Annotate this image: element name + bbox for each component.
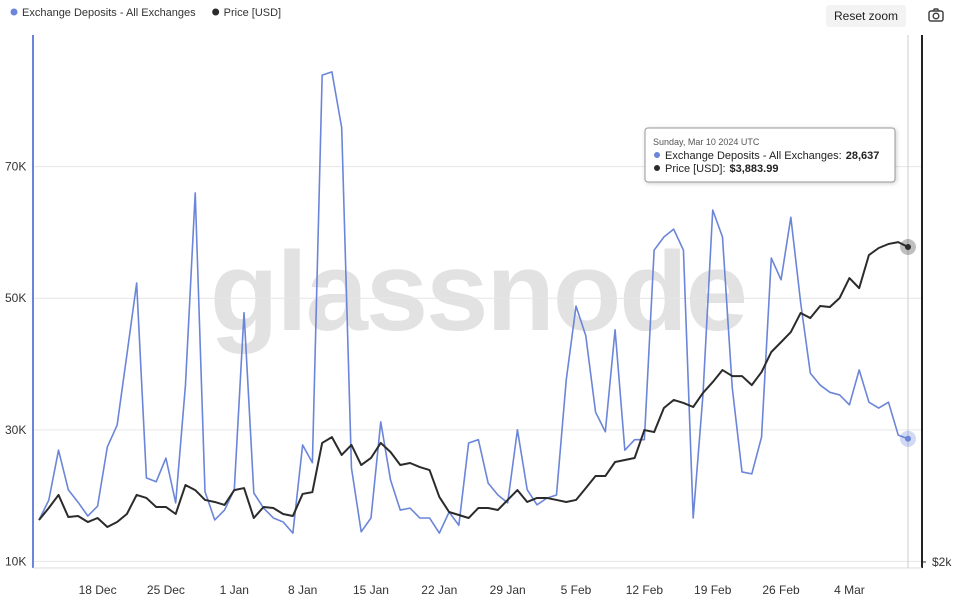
series-line [38,241,909,529]
legend-label: Price [USD] [224,7,281,19]
y-tick-label: 50K [5,291,26,305]
camera-icon[interactable] [928,8,944,22]
tooltip-label: Exchange Deposits - All Exchanges: [665,150,842,162]
tooltip-text: Price [USD]: $3,883.99 [665,163,778,175]
hover-point [905,435,911,442]
tooltip-title: Sunday, Mar 10 2024 UTC [653,137,760,147]
tooltip-marker [654,165,660,171]
y-tick-label: 10K [5,554,26,568]
x-tick-label: 19 Feb [694,583,732,597]
tooltip-label: Price [USD]: [665,163,726,175]
x-tick-label: 26 Feb [762,583,800,597]
legend-marker [10,8,18,16]
tooltip-value: 28,637 [846,150,880,162]
tooltip-text: Exchange Deposits - All Exchanges: 28,637 [665,150,879,162]
camera-lens[interactable] [932,12,940,20]
camera-top[interactable] [932,8,940,12]
tooltip-value: $3,883.99 [730,163,779,175]
x-tick-label: 8 Jan [288,583,317,597]
camera-body[interactable] [928,10,944,22]
tooltip-box [644,127,896,183]
reset-zoom-bg[interactable] [826,5,906,27]
y-tick-label: 70K [5,160,26,174]
x-tick-label: 15 Jan [353,583,389,597]
tooltip: Sunday, Mar 10 2024 UTC Exchange Deposits… [644,127,896,183]
series-line [38,71,909,534]
hover-point [905,243,911,250]
x-tick-label: 29 Jan [490,583,526,597]
x-tick-label: 5 Feb [561,583,592,597]
reset-zoom-label[interactable]: Reset zoom [834,9,898,23]
x-tick-label: 1 Jan [220,583,249,597]
legend-label: Exchange Deposits - All Exchanges [22,7,196,19]
x-tick-label: 18 Dec [79,583,117,597]
x-tick-label: 12 Feb [626,583,664,597]
legend-marker [212,8,220,16]
y-tick-label: 30K [5,423,26,437]
tooltip-marker [654,152,660,158]
x-tick-label: 4 Mar [834,583,865,597]
watermark: glassnode [210,229,746,354]
y2-tick-label: $2k [932,555,952,569]
reset-zoom[interactable]: Reset zoom [826,5,906,27]
x-tick-label: 22 Jan [421,583,457,597]
x-tick-label: 25 Dec [147,583,185,597]
